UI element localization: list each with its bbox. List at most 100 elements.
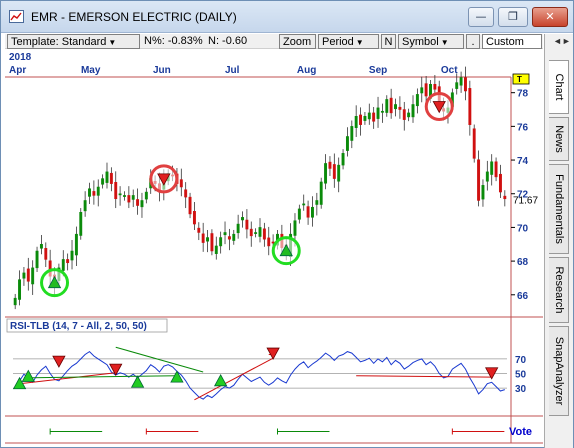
rsi-sell-triangle-icon (266, 347, 280, 360)
month-label-oct: Oct (441, 65, 458, 76)
candle-body (267, 237, 271, 247)
candle-body (350, 126, 354, 141)
candle-body (455, 82, 459, 89)
sell-signal-marker (149, 164, 179, 194)
buy-arrow-icon (279, 243, 293, 257)
candle-body (297, 208, 301, 220)
candle-body (96, 186, 100, 196)
tab-scroll-arrows[interactable]: ◄► (553, 36, 571, 46)
candle-body (179, 179, 183, 188)
candle-body (302, 203, 306, 206)
tab-research[interactable]: Research (549, 257, 569, 323)
candle-body (315, 200, 319, 205)
chevron-down-icon: ▼ (108, 38, 117, 47)
candle-body (245, 219, 249, 230)
restore-button[interactable]: ❐ (498, 7, 528, 27)
tab-chart[interactable]: Chart (549, 60, 569, 114)
minimize-button[interactable]: — (468, 7, 494, 27)
candle-body (359, 114, 363, 125)
template-dropdown[interactable]: Template: Standard ▼ (7, 34, 140, 49)
candle-body (324, 163, 328, 184)
candle-body (262, 228, 266, 240)
candle-body (188, 196, 192, 215)
tab-snapanalyzer[interactable]: SnapAnalyzer (549, 326, 569, 416)
window-title: EMR - EMERSON ELECTRIC (DAILY) (31, 10, 237, 24)
rsi-tick-label: 50 (515, 370, 527, 381)
candle-body (249, 228, 253, 237)
candle-body (74, 233, 78, 256)
symbol-dropdown[interactable]: Symbol ▼ (398, 34, 464, 49)
vote-mark (276, 428, 330, 435)
candle-body (219, 237, 223, 247)
tab-fundamentals[interactable]: Fundamentals (549, 164, 569, 254)
n-button[interactable]: N (381, 34, 396, 49)
sell-signal-marker (424, 91, 454, 121)
rsi-legend-box (6, 318, 168, 333)
candle-body (197, 227, 201, 233)
chart-area[interactable]: 2018 Apr May Jun Jul Aug Sep Oct 66 68 70 72 74 76 78 T… (5, 49, 543, 447)
candle-body (293, 220, 297, 236)
candle-body (214, 245, 218, 254)
candle-body (79, 212, 83, 236)
candle-body (123, 195, 126, 197)
month-label-aug: Aug (297, 65, 316, 76)
side-tab-strip: ◄► Chart News Fundamentals Research Snap… (544, 34, 573, 448)
sell-arrow-icon (432, 101, 446, 114)
rsi-line (14, 350, 505, 400)
rsi-tick-label: 30 (515, 384, 527, 395)
candle-body (118, 193, 122, 196)
chart-app-icon (9, 10, 24, 23)
candle-body (498, 173, 502, 193)
candle-body (18, 279, 22, 300)
candle-body (109, 172, 113, 184)
rsi-sell-triangle-icon (109, 363, 123, 376)
candle-body (472, 128, 476, 159)
candle-body (88, 188, 91, 197)
candle-body (490, 161, 494, 175)
dot-button[interactable]: . (466, 34, 480, 49)
candle-body (241, 217, 244, 221)
candle-body (35, 250, 39, 269)
month-label-jul: Jul (225, 65, 240, 76)
candle-body (22, 272, 26, 279)
candle-body (345, 136, 349, 151)
candle-body (354, 116, 358, 128)
tab-news[interactable]: News (549, 117, 569, 161)
price-badge-label: T (517, 75, 522, 84)
candle-body (254, 232, 258, 234)
zoom-button[interactable]: Zoom (279, 34, 316, 49)
price-tick-label: 70 (517, 223, 529, 234)
candle-body (227, 236, 231, 240)
candle-body (433, 84, 437, 90)
chevron-down-icon: ▼ (440, 38, 449, 47)
candle-body (206, 237, 209, 242)
percent-change-readout: N%: -0.83% (144, 35, 203, 47)
candle-body (311, 206, 314, 218)
candle-body (306, 206, 310, 218)
symbol-label: Symbol (402, 36, 439, 48)
close-button[interactable]: ✕ (532, 7, 568, 27)
candle-body (192, 211, 196, 225)
candle-body (394, 104, 397, 110)
candle-body (44, 248, 48, 260)
net-change-readout: N: -0.60 (208, 35, 248, 47)
price-tick-label: 78 (517, 89, 529, 100)
rsi-trend-line (19, 372, 116, 385)
candle-body (459, 77, 463, 86)
period-dropdown[interactable]: Period ▼ (318, 34, 379, 49)
rsi-buy-triangle-icon (12, 376, 27, 390)
title-bar[interactable]: EMR - EMERSON ELECTRIC (DAILY) — ❐ ✕ (1, 1, 573, 33)
candle-body (136, 199, 140, 206)
rsi-trend-line (115, 346, 204, 373)
candle-body (271, 241, 275, 244)
candle-body (236, 223, 240, 234)
year-label: 2018 (9, 52, 32, 63)
candle-body (319, 181, 323, 205)
last-price-label: 71.67 (513, 195, 538, 206)
price-tick-label: 66 (517, 291, 529, 302)
custom-symbol-input[interactable]: Custom (482, 34, 542, 49)
month-label-sep: Sep (369, 65, 387, 76)
candle-body (485, 171, 489, 182)
chart-toolbar: Template: Standard ▼ N%: -0.83% N: -0.60 … (5, 34, 543, 49)
